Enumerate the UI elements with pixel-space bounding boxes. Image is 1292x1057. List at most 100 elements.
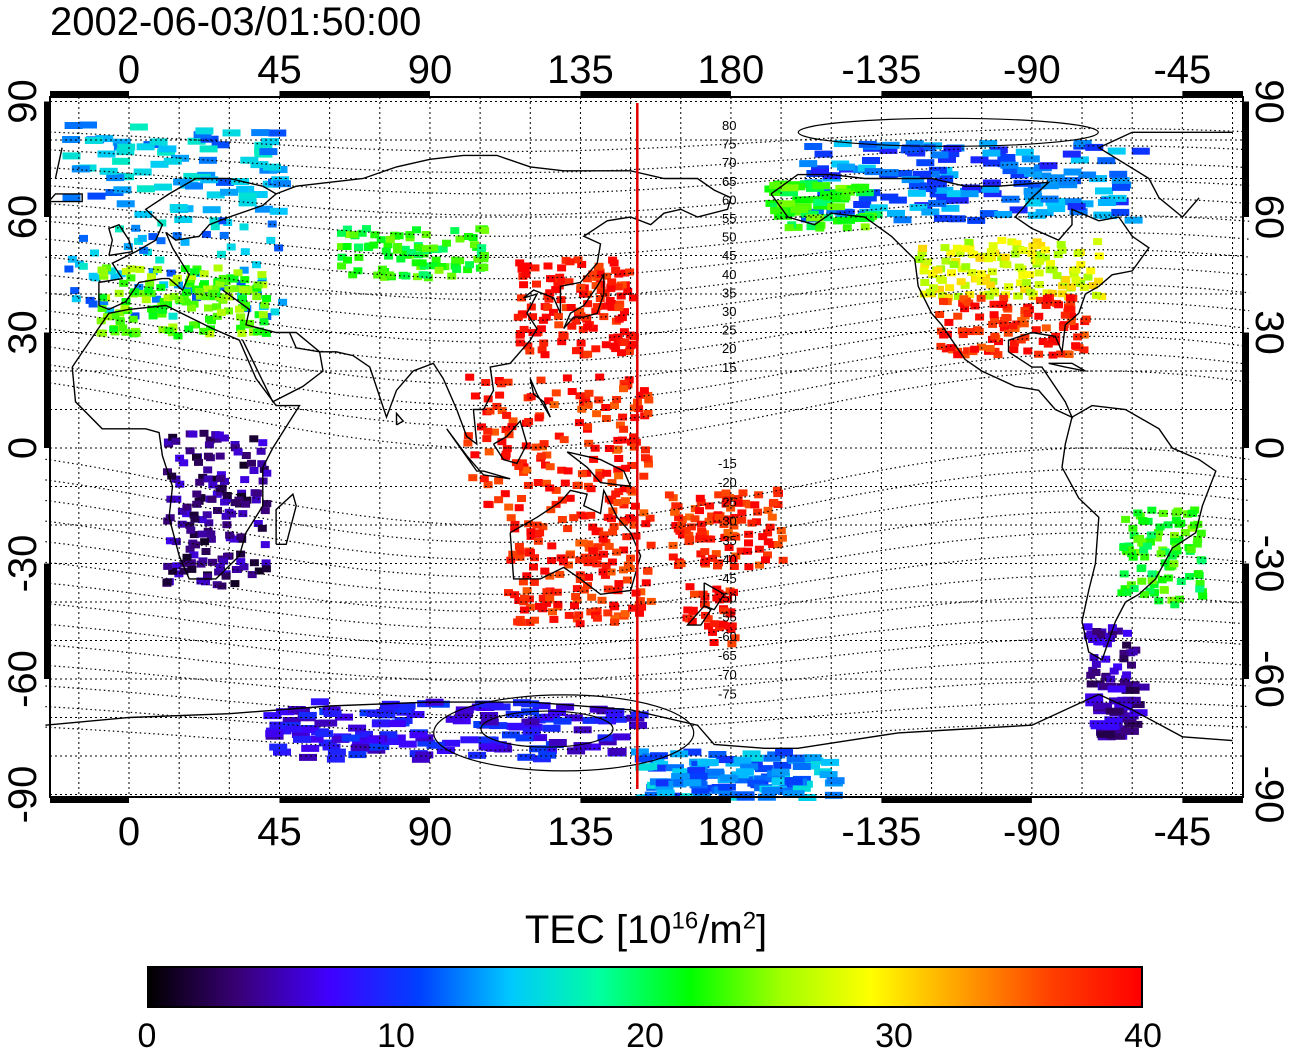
tec-pixel	[241, 452, 251, 459]
tec-pixel	[158, 326, 168, 334]
tec-pixel	[574, 419, 584, 427]
tec-pixel	[1071, 342, 1081, 350]
tec-pixel	[718, 620, 728, 628]
tec-pixel	[502, 411, 512, 419]
tec-pixel	[426, 741, 445, 749]
frame-bar	[44, 563, 50, 679]
tec-pixel	[592, 614, 602, 622]
tec-pixel	[584, 540, 594, 548]
tec-pixel	[189, 321, 198, 329]
tec-pixel	[442, 239, 451, 247]
tec-pixel	[588, 555, 598, 563]
tec-pixel	[199, 145, 218, 153]
tec-pixel	[481, 379, 491, 386]
tec-pixel	[376, 236, 386, 244]
left-lat-tick: 60	[1, 195, 45, 240]
tec-pixel	[1028, 242, 1038, 250]
tec-pixel	[537, 452, 546, 460]
tec-pixel	[256, 447, 266, 455]
tec-pixel	[1034, 269, 1044, 277]
tec-pixel	[687, 617, 697, 625]
tec-pixel	[1106, 634, 1115, 642]
tec-pixel	[540, 567, 550, 575]
tec-pixel	[576, 339, 586, 347]
tec-pixel	[800, 210, 819, 218]
colorbar-label-main: TEC [10	[524, 908, 672, 952]
tec-pixel	[113, 186, 132, 194]
tec-pixel	[1122, 671, 1132, 679]
tec-pixel	[981, 185, 1000, 193]
tec-pixel	[1071, 276, 1081, 284]
tec-pixel	[115, 317, 125, 325]
tec-pixel	[622, 533, 632, 541]
tec-pixel	[724, 544, 734, 551]
tec-pixel	[853, 201, 872, 208]
tec-pixel	[202, 511, 212, 519]
tec-pixel	[576, 312, 586, 320]
top-lon-tick: -135	[841, 48, 921, 92]
map-frame	[44, 91, 1249, 803]
tec-pixel	[84, 137, 103, 144]
tec-pixel	[393, 243, 403, 250]
tec-pixel	[1147, 506, 1157, 514]
coastline	[492, 419, 528, 465]
tec-pixel	[210, 223, 220, 231]
tec-pixel	[938, 155, 956, 163]
tec-pixel	[387, 720, 406, 728]
tec-pixel	[431, 256, 441, 264]
tec-pixel	[529, 745, 548, 753]
tec-pixel	[620, 338, 630, 346]
tec-pixel	[123, 243, 133, 251]
tec-pixel	[802, 762, 820, 770]
tec-pixel	[618, 518, 628, 526]
tec-pixel	[465, 261, 474, 269]
tec-pixel	[301, 744, 320, 752]
tec-pixel	[213, 507, 222, 514]
tec-pixel	[1111, 177, 1130, 185]
tec-pixel	[780, 189, 798, 197]
tec-pixel	[905, 140, 924, 148]
tec-pixel	[266, 236, 276, 244]
tec-pixel	[565, 494, 575, 502]
tec-pixel	[120, 304, 130, 312]
tec-pixel	[445, 715, 464, 723]
tec-pixel	[514, 504, 524, 512]
tec-pixel	[260, 541, 270, 549]
tec-pixel	[564, 278, 574, 286]
tec-pixel	[239, 223, 249, 231]
tec-pixel	[747, 779, 766, 787]
tec-pixel	[64, 122, 83, 129]
tec-pixel	[595, 373, 605, 381]
tec-pixel	[1023, 187, 1042, 195]
tec-pixel	[695, 494, 705, 502]
tec-pixel	[893, 216, 912, 224]
tec-pixel	[965, 328, 975, 336]
tec-pixel	[163, 157, 182, 165]
tec-pixel	[737, 509, 747, 517]
tec-pixel	[628, 604, 638, 612]
tec-pixel	[194, 288, 204, 295]
tec-pixel	[1057, 177, 1076, 185]
magnetic-latitude-contours	[45, 117, 1250, 772]
tec-pixel	[1096, 730, 1115, 738]
tec-pixel	[720, 533, 730, 541]
magnetic-latitude-contour	[45, 353, 1250, 428]
tec-pixel	[1197, 557, 1207, 565]
tec-pixel	[208, 475, 218, 483]
tec-pixel	[836, 209, 855, 217]
tec-pixel	[208, 558, 217, 566]
tec-pixel	[946, 190, 965, 198]
tec-pixel	[189, 531, 199, 539]
tec-pixel	[64, 265, 74, 273]
tec-pixel	[216, 250, 226, 258]
maglat-label: 15	[722, 360, 736, 375]
tec-pixel	[156, 284, 166, 292]
tec-pixel	[1059, 324, 1069, 331]
tec-pixel	[274, 244, 284, 252]
tec-pixel	[604, 542, 614, 550]
tec-pixel	[988, 277, 998, 285]
tec-pixel	[583, 559, 593, 567]
tec-pixel	[614, 304, 624, 312]
tec-pixel	[644, 460, 653, 468]
tec-pixel	[1120, 585, 1130, 593]
